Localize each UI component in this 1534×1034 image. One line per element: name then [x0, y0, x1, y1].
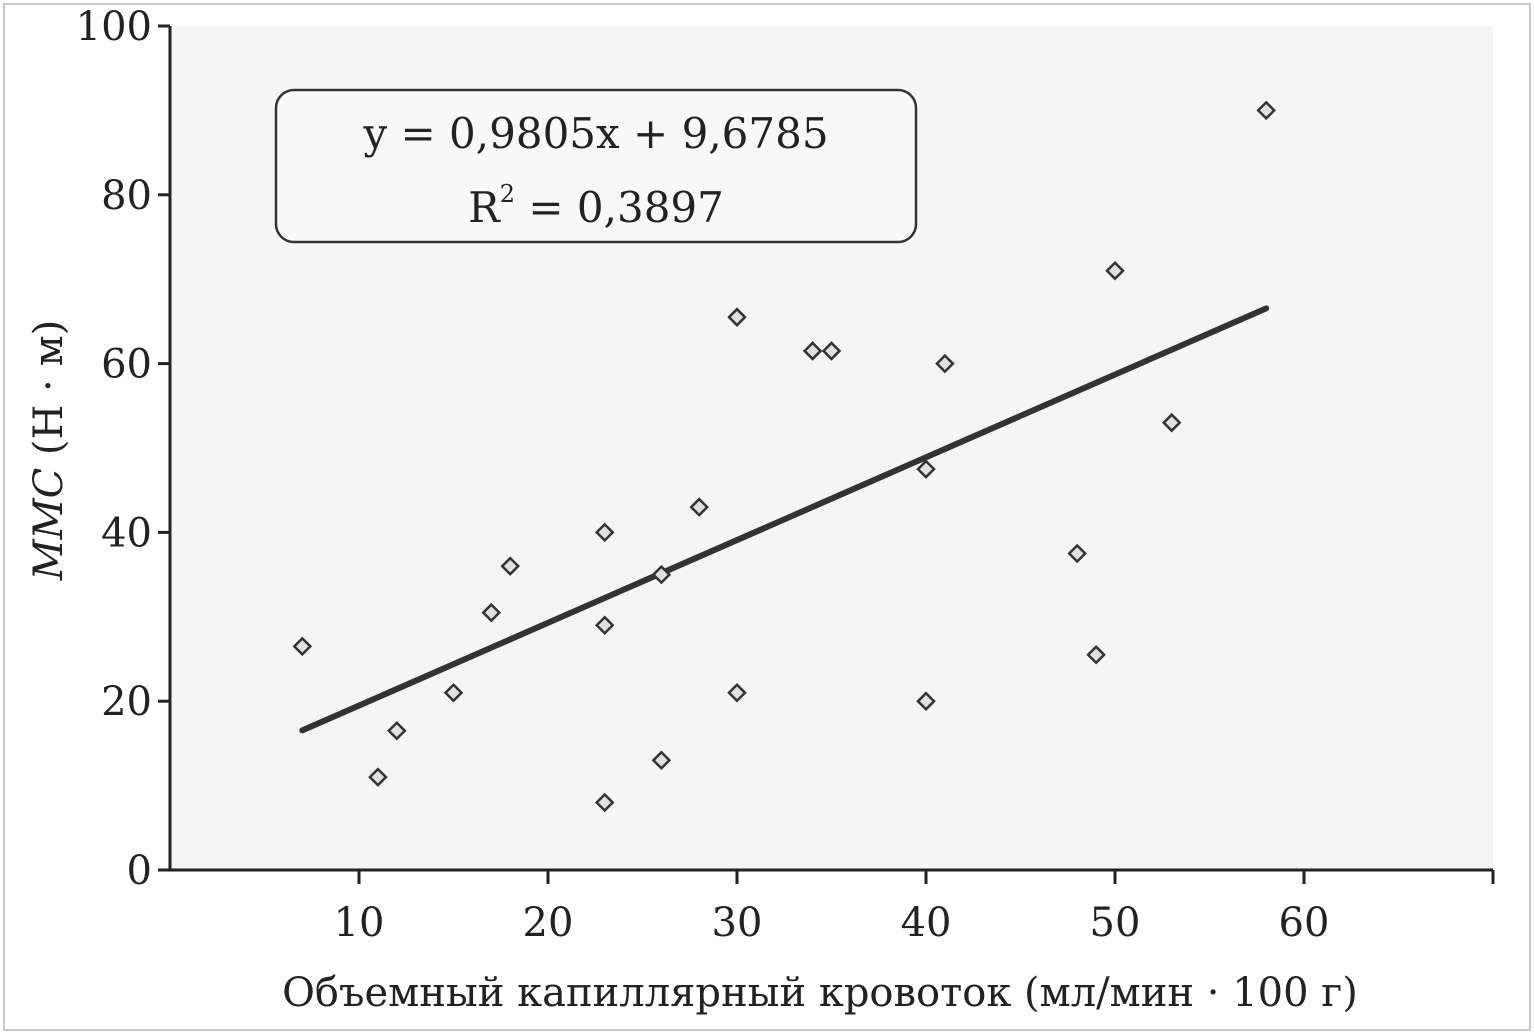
- x-tick-label: 20: [523, 900, 574, 946]
- data-point: [387, 720, 407, 741]
- data-point: [594, 522, 615, 543]
- y-axis-title-unit: (Н · м): [26, 320, 72, 468]
- regression-equation: y = 0,9805x + 9,6785: [362, 109, 828, 158]
- data-point: [368, 767, 388, 787]
- x-tick-label: 30: [712, 900, 763, 946]
- y-axis-title-abbrev: ММС: [26, 468, 72, 582]
- data-point: [1086, 645, 1106, 665]
- data-point: [443, 682, 464, 703]
- data-point: [594, 615, 615, 636]
- x-axis: 10 20 30 40 50 60: [170, 868, 1495, 946]
- x-axis-title: Объемный капиллярный кровоток (мл/мин · …: [282, 970, 1358, 1016]
- data-point: [500, 556, 520, 576]
- data-point: [1256, 100, 1276, 121]
- x-tick-label: 60: [1279, 900, 1330, 946]
- trendline: [299, 305, 1270, 734]
- y-tick-label: 60: [101, 342, 152, 388]
- x-tick-label: 10: [334, 900, 385, 946]
- regression-annotation: y = 0,9805x + 9,6785 R2 = 0,3897: [274, 88, 918, 244]
- r-squared-value: R2 = 0,3897: [468, 180, 724, 232]
- r-squared-letter: R: [468, 183, 501, 232]
- y-tick-label: 0: [127, 848, 152, 894]
- data-point: [481, 602, 502, 623]
- data-point: [935, 353, 955, 374]
- r-squared-superscript: 2: [500, 180, 515, 208]
- y-tick-label: 40: [101, 510, 152, 556]
- y-tick-label: 80: [101, 173, 152, 219]
- x-tick-label: 50: [1090, 900, 1141, 946]
- data-point: [727, 682, 747, 703]
- data-point: [292, 636, 313, 657]
- data-point: [651, 564, 672, 585]
- data-point: [802, 341, 823, 361]
- x-tick-label: 40: [901, 900, 952, 946]
- data-point: [1067, 543, 1087, 564]
- data-point: [727, 307, 747, 327]
- data-point: [916, 459, 936, 479]
- data-point: [689, 497, 709, 517]
- data-point: [594, 792, 615, 813]
- trendline-layer: [299, 305, 1270, 734]
- y-tick-label: 20: [101, 679, 152, 725]
- data-point: [651, 750, 672, 771]
- data-point: [821, 341, 842, 361]
- r-squared-number: = 0,3897: [515, 183, 724, 232]
- data-point: [1161, 412, 1182, 433]
- y-axis-title: ММС (Н · м): [26, 320, 72, 582]
- y-axis: 0 20 40 60 80 100: [76, 4, 172, 894]
- data-point: [916, 691, 936, 711]
- y-tick-label: 100: [76, 4, 152, 50]
- data-points: [292, 100, 1276, 813]
- data-point: [1105, 260, 1125, 281]
- annotation-box: [274, 88, 918, 244]
